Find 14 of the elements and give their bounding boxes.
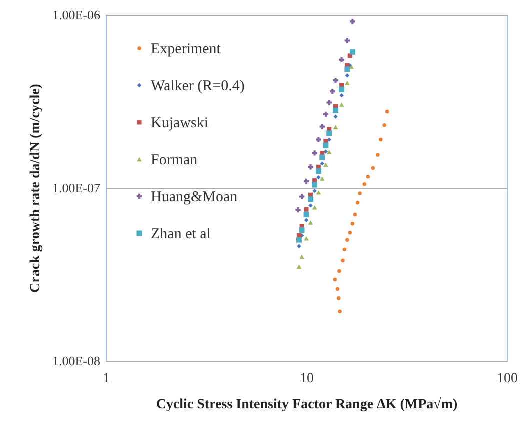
y-tick-label: 1.00E-07 (52, 180, 101, 196)
legend-label: Kujawski (151, 116, 208, 132)
legend-label: Huang&Moan (151, 190, 238, 206)
x-tick-label: 10 (300, 372, 314, 386)
legend-label: Zhan et al (151, 226, 211, 242)
legend-label: Experiment (151, 42, 222, 58)
y-axis-title: Crack growth rate da/dN (m/cycle) (28, 84, 44, 293)
x-tick-label: 100 (497, 372, 518, 386)
legend-label: Walker (R=0.4) (151, 78, 245, 94)
x-axis-title: Cyclic Stress Intensity Factor Range ΔK (MPa√m) (156, 396, 458, 412)
x-tick-label: 1 (103, 372, 110, 386)
y-tick-label: 1.00E-06 (52, 8, 101, 22)
y-tick-label: 1.00E-08 (52, 354, 100, 368)
legend-label: Forman (151, 152, 198, 168)
